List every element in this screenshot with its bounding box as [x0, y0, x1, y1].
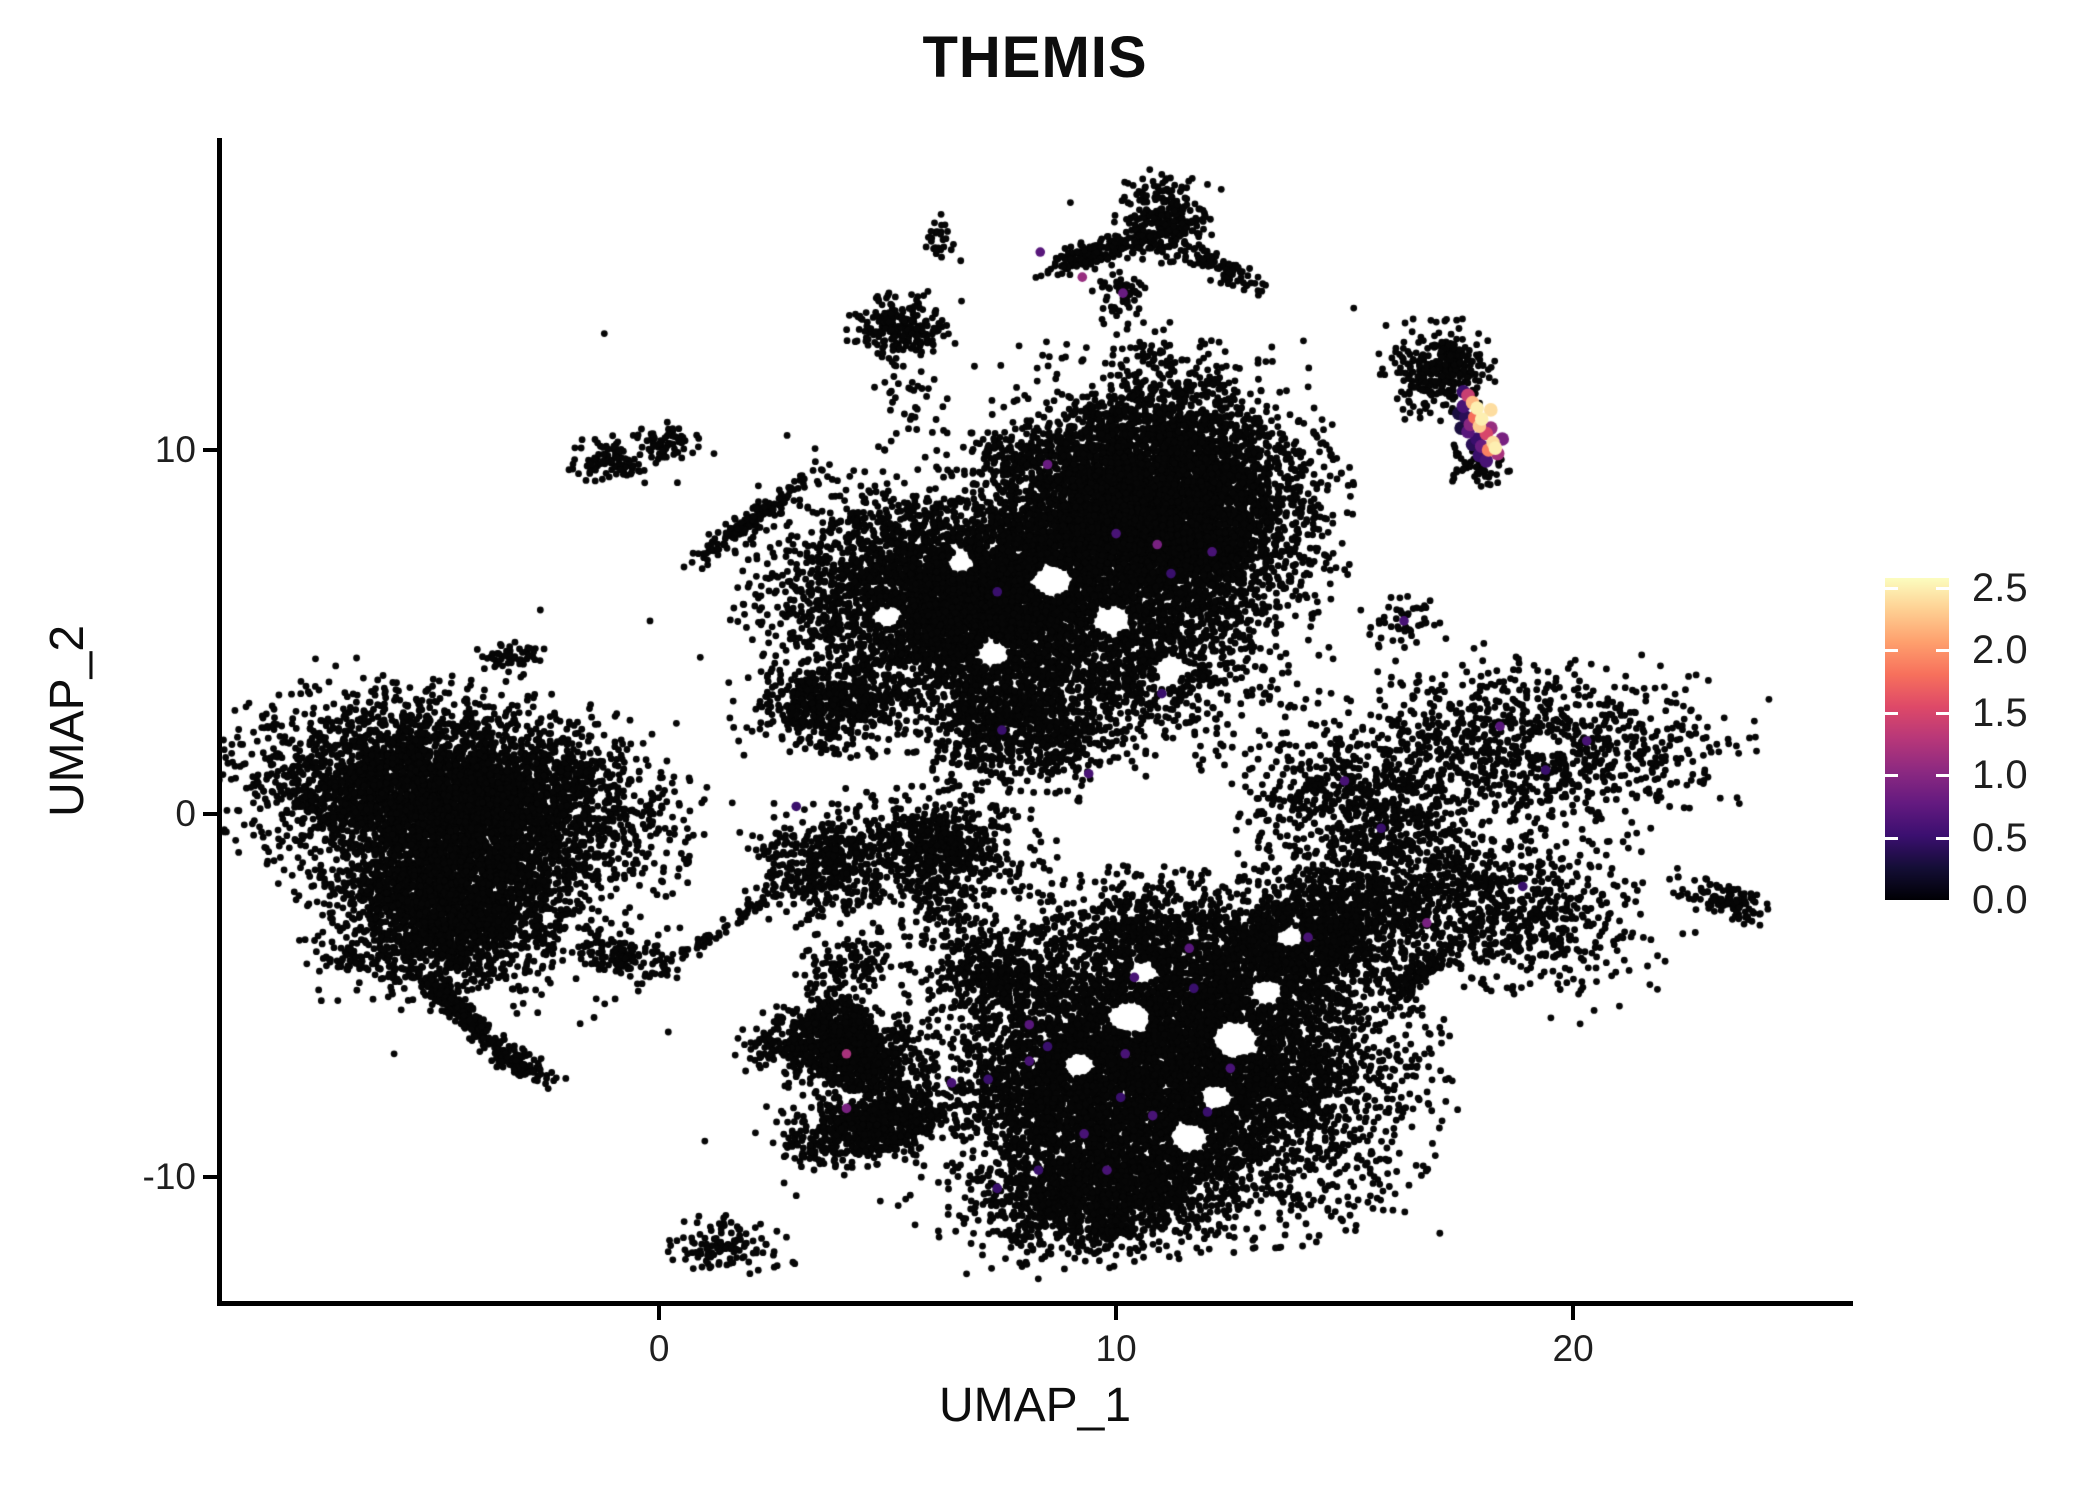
colorbar-tick-label: 1.0	[1972, 753, 2028, 798]
y-tick-mark	[203, 447, 217, 452]
y-tick-label: 10	[154, 428, 196, 470]
x-tick-label: 0	[648, 1328, 670, 1369]
y-tick-label: 0	[175, 792, 196, 834]
y-axis-title: UMAP_2	[41, 624, 94, 818]
colorbar-gradient	[1885, 578, 1949, 900]
scatter-canvas	[220, 140, 1850, 1303]
colorbar-tick-mark	[1885, 774, 1898, 778]
colorbar-tick-mark	[1885, 711, 1898, 715]
colorbar-tick-label: 1.5	[1972, 690, 2028, 735]
colorbar-tick-label: 2.5	[1972, 565, 2028, 610]
x-axis-line	[217, 1301, 1853, 1306]
colorbar-tick-mark	[1885, 836, 1898, 840]
y-tick-mark	[203, 811, 217, 816]
y-tick-label: -10	[142, 1156, 196, 1198]
colorbar-tick-mark	[1936, 586, 1949, 590]
x-tick-mark	[1114, 1306, 1119, 1320]
colorbar-tick-mark	[1885, 649, 1898, 653]
colorbar-tick-mark	[1936, 836, 1949, 840]
x-tick-label: 20	[1552, 1328, 1594, 1369]
x-tick-mark	[1571, 1306, 1576, 1320]
colorbar-tick-mark	[1936, 711, 1949, 715]
plot-title: THEMIS	[922, 25, 1148, 90]
y-tick-mark	[203, 1175, 217, 1180]
y-axis-line	[217, 138, 222, 1306]
x-axis-title: UMAP_1	[938, 1379, 1132, 1432]
colorbar-tick-mark	[1936, 649, 1949, 653]
x-tick-mark	[657, 1306, 662, 1320]
colorbar-tick-label: 0.5	[1972, 815, 2028, 860]
colorbar-tick-label: 2.0	[1972, 628, 2028, 673]
colorbar-tick-mark	[1885, 586, 1898, 590]
colorbar-tick-mark	[1936, 774, 1949, 778]
x-tick-label: 10	[1095, 1328, 1137, 1369]
colorbar-tick-label: 0.0	[1972, 878, 2028, 922]
